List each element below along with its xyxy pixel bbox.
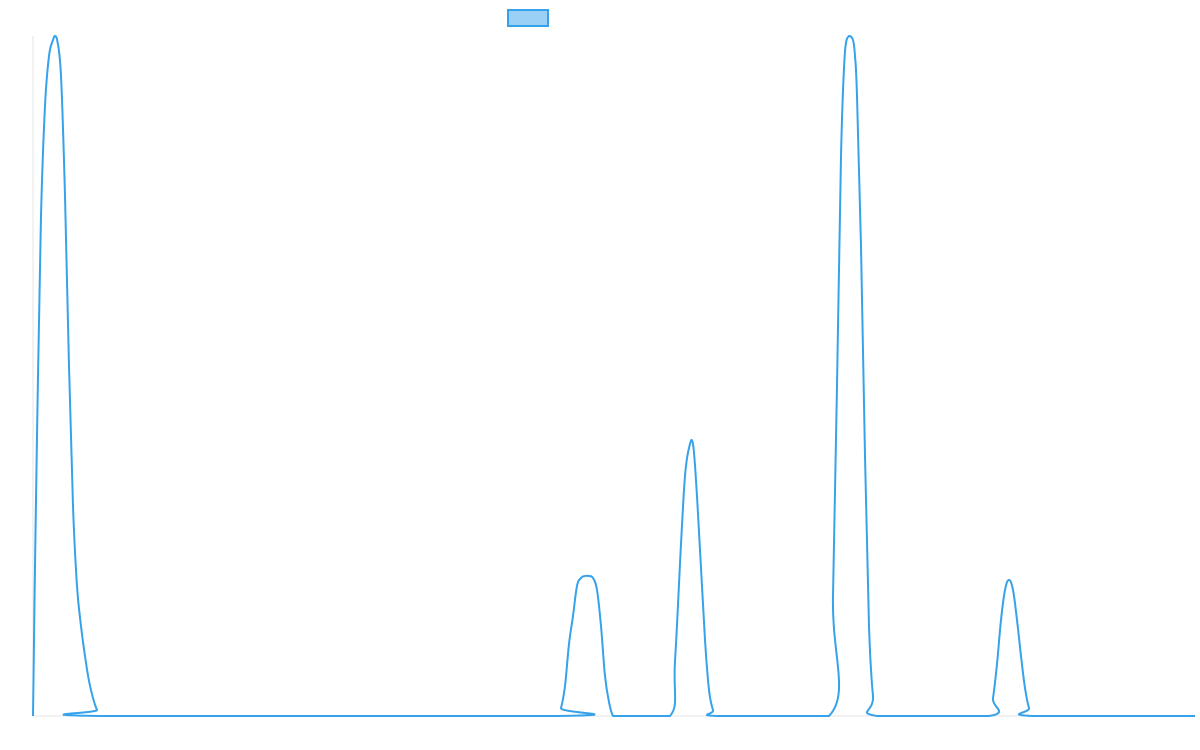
axes — [32, 36, 1195, 717]
series-layer — [32, 35, 1195, 718]
legend-swatch-0[interactable] — [507, 9, 549, 27]
series-line-0[interactable] — [32, 35, 1195, 718]
legend[interactable] — [507, 9, 549, 27]
